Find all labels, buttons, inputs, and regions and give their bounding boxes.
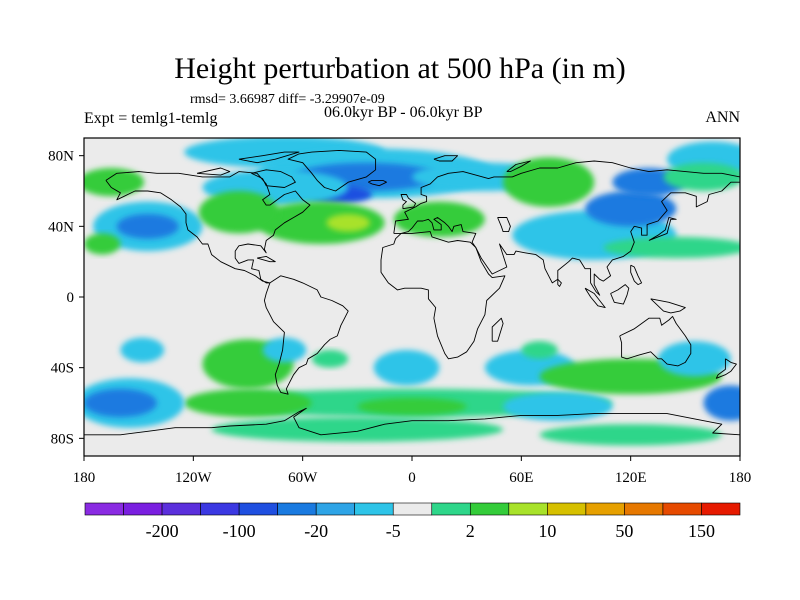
y-axis: 80N 40N 0 40S 80S bbox=[48, 149, 84, 447]
x-tick-label: 60W bbox=[288, 470, 318, 486]
field-region bbox=[357, 397, 467, 416]
x-tick-label: 120E bbox=[615, 470, 647, 486]
y-tick-label: 40S bbox=[51, 361, 74, 377]
field-region bbox=[503, 157, 595, 207]
y-tick-label: 40N bbox=[48, 219, 74, 235]
colorbar: -200 -100 -20 -5 2 10 50 150 bbox=[84, 502, 741, 541]
field-region bbox=[373, 350, 440, 386]
colorbar-swatch bbox=[547, 502, 587, 516]
coastline-victoria-island bbox=[196, 167, 231, 176]
colorbar-label: 50 bbox=[615, 521, 633, 541]
coastline-philippines bbox=[630, 264, 643, 286]
colorbar-label: 10 bbox=[538, 521, 556, 541]
coastline-south-america bbox=[263, 275, 349, 395]
field-region bbox=[84, 168, 145, 197]
stats-label: rmsd= 3.66987 diff= -3.29907e-09 bbox=[190, 92, 385, 107]
coastline-baffin bbox=[251, 169, 296, 188]
coastline-uk bbox=[400, 194, 417, 210]
field-region bbox=[585, 191, 677, 227]
x-tick-label: 120W bbox=[175, 470, 213, 486]
coastline-svalbard bbox=[433, 155, 459, 162]
field-region bbox=[184, 388, 312, 418]
colorbar-label: 150 bbox=[688, 521, 715, 541]
field-region bbox=[603, 236, 740, 259]
field-region bbox=[663, 162, 740, 191]
plot-area bbox=[83, 137, 741, 457]
colorbar-swatch bbox=[123, 502, 163, 516]
field-region bbox=[539, 424, 722, 446]
coastline-ellesmere bbox=[238, 151, 300, 164]
field-region bbox=[84, 388, 157, 418]
field-region bbox=[503, 392, 613, 421]
field-region bbox=[703, 385, 740, 421]
coastline-new-guinea bbox=[650, 298, 686, 314]
experiment-label: Expt = temlg1-temlg bbox=[84, 110, 218, 127]
coastline-iceland bbox=[368, 179, 387, 187]
x-tick-label: 180 bbox=[729, 470, 752, 486]
y-tick-label: 80N bbox=[48, 149, 74, 165]
colorbar-swatch bbox=[200, 502, 240, 516]
colorbar-swatch bbox=[701, 502, 741, 516]
coastline-africa bbox=[380, 231, 506, 360]
y-tick-label: 0 bbox=[67, 290, 75, 306]
y-tick-label: 80S bbox=[51, 431, 74, 447]
coastline-sumatra bbox=[584, 287, 606, 309]
field-region bbox=[311, 350, 349, 368]
field-region bbox=[198, 191, 279, 234]
coastline-caspian bbox=[497, 217, 511, 233]
colorbar-swatch bbox=[508, 502, 548, 516]
field-region bbox=[84, 233, 121, 255]
map-title: Height perturbation at 500 hPa (in m) bbox=[174, 52, 626, 85]
coastline-borneo bbox=[610, 284, 630, 305]
field-region bbox=[262, 337, 307, 363]
season-label: ANN bbox=[705, 109, 740, 126]
colorbar-swatch bbox=[392, 502, 433, 516]
field-region bbox=[326, 213, 371, 232]
colorbar-swatch bbox=[84, 502, 124, 516]
coastline-japan bbox=[648, 217, 677, 241]
field-region bbox=[211, 417, 504, 442]
period-label: 06.0kyr BP - 06.0kyr BP bbox=[324, 104, 483, 121]
coastline-antarctica bbox=[84, 407, 740, 436]
coastline-cuba bbox=[256, 255, 276, 263]
coastline-sri-lanka bbox=[557, 278, 562, 287]
colorbar-swatch bbox=[238, 502, 278, 516]
x-tick-label: 0 bbox=[408, 470, 416, 486]
colorbar-swatch bbox=[431, 502, 471, 516]
coastline-novaya-zemlya bbox=[506, 160, 531, 173]
field-region bbox=[257, 201, 385, 244]
colorbar-swatch bbox=[315, 502, 356, 516]
colorbar-swatch bbox=[161, 502, 201, 516]
colorbar-swatch bbox=[277, 502, 317, 516]
coastline-madagascar bbox=[491, 317, 504, 342]
colorbar-label: -200 bbox=[146, 521, 179, 541]
coastline-eurasia bbox=[393, 160, 740, 296]
field-region bbox=[116, 213, 179, 239]
field-region bbox=[120, 337, 165, 363]
coastline-greenland bbox=[287, 149, 377, 192]
colorbar-swatch bbox=[585, 502, 625, 516]
x-axis: 180 120W 60W 0 60E 120E 180 bbox=[73, 456, 752, 486]
colorbar-label: -20 bbox=[304, 521, 328, 541]
colorbar-label: -5 bbox=[386, 521, 401, 541]
colorbar-swatch bbox=[469, 502, 510, 516]
field-region bbox=[658, 341, 731, 377]
x-tick-label: 60E bbox=[509, 470, 533, 486]
colorbar-label: -100 bbox=[223, 521, 256, 541]
x-tick-label: 180 bbox=[73, 470, 96, 486]
coastline-new-zealand bbox=[715, 358, 737, 379]
coastline-north-america bbox=[105, 171, 311, 284]
colorbar-swatch bbox=[624, 502, 664, 516]
coastlines bbox=[84, 149, 740, 436]
colorbar-swatch bbox=[662, 502, 702, 516]
field-region bbox=[521, 341, 558, 359]
colorbar-label: 2 bbox=[466, 521, 475, 541]
colorbar-swatch bbox=[354, 502, 394, 516]
coastline-australia bbox=[619, 315, 692, 367]
